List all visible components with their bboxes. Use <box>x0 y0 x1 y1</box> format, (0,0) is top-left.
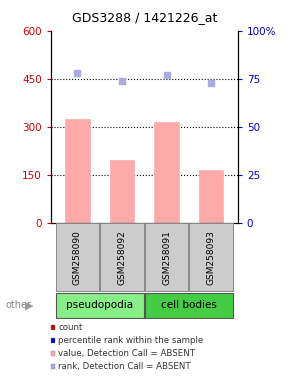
Point <box>164 72 169 78</box>
Bar <box>145 293 233 318</box>
Bar <box>65 119 90 223</box>
Text: percentile rank within the sample: percentile rank within the sample <box>58 336 203 345</box>
Point <box>75 70 80 76</box>
Text: GSM258090: GSM258090 <box>73 230 82 285</box>
Bar <box>110 161 134 223</box>
Text: GSM258092: GSM258092 <box>117 230 126 285</box>
Bar <box>145 223 188 291</box>
Point <box>209 79 213 86</box>
Bar <box>56 223 99 291</box>
Text: count: count <box>58 323 82 332</box>
Bar <box>100 223 144 291</box>
Text: GSM258091: GSM258091 <box>162 230 171 285</box>
Text: pseudopodia: pseudopodia <box>66 300 133 310</box>
Text: other: other <box>6 300 32 310</box>
Text: rank, Detection Call = ABSENT: rank, Detection Call = ABSENT <box>58 362 191 371</box>
Bar <box>189 223 233 291</box>
Text: ▶: ▶ <box>25 300 33 310</box>
Text: cell bodies: cell bodies <box>161 300 217 310</box>
Point <box>120 78 124 84</box>
Bar <box>154 122 179 223</box>
Text: GDS3288 / 1421226_at: GDS3288 / 1421226_at <box>72 11 218 24</box>
Bar <box>199 170 223 223</box>
Text: value, Detection Call = ABSENT: value, Detection Call = ABSENT <box>58 349 195 358</box>
Text: GSM258093: GSM258093 <box>206 230 215 285</box>
Bar <box>56 293 144 318</box>
